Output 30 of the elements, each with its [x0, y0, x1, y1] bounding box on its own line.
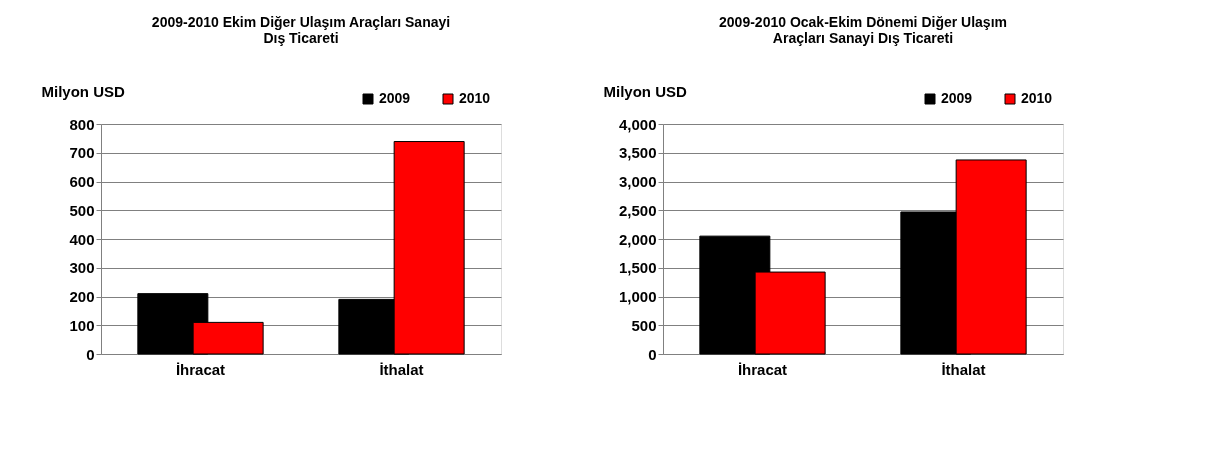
y-tick-label: 2,000 — [618, 230, 657, 248]
legend-label: 2010 — [1021, 90, 1053, 106]
y-tick-label: 3,000 — [618, 173, 657, 190]
y-tick-label: 400 — [69, 230, 95, 248]
y-tick-label: 300 — [69, 259, 95, 277]
y-tick-label: 1,500 — [618, 259, 657, 277]
y-tick-label: 200 — [69, 288, 95, 305]
x-tick-label: İthalat — [379, 360, 424, 378]
chart-title: 2009-2010 Ocak-Ekim Dönemi Diğer Ulaşım Araçları Sanayi Dış Ticareti — [719, 14, 1007, 46]
x-tick-label: İhracat — [175, 360, 226, 378]
y-tick-label: 3,500 — [618, 144, 657, 162]
chart-title: 2009-2010 Ekim Diğer Ulaşım Araçları Sanayi Dış Ticareti — [151, 14, 451, 46]
legend-label: 2009 — [379, 90, 411, 106]
y-tick-label: 2,500 — [618, 201, 657, 219]
y-axis-title: Milyon USD — [41, 82, 125, 100]
y-tick-label: 1,000 — [618, 288, 657, 305]
y-tick-label: 600 — [69, 173, 95, 190]
legend-label: 2010 — [459, 90, 491, 106]
y-tick-label: 0 — [86, 345, 95, 363]
y-tick-label: 500 — [631, 316, 657, 334]
y-tick-label: 700 — [69, 144, 95, 162]
x-tick-label: İthalat — [941, 360, 986, 378]
y-tick-label: 500 — [69, 201, 95, 219]
y-tick-label: 4,000 — [618, 115, 657, 133]
y-tick-label: 800 — [69, 115, 95, 133]
y-axis-title: Milyon USD — [603, 82, 687, 100]
y-tick-label: 100 — [69, 316, 95, 334]
legend-label: 2009 — [941, 90, 973, 106]
y-tick-label: 0 — [648, 345, 657, 363]
x-tick-label: İhracat — [737, 360, 788, 378]
